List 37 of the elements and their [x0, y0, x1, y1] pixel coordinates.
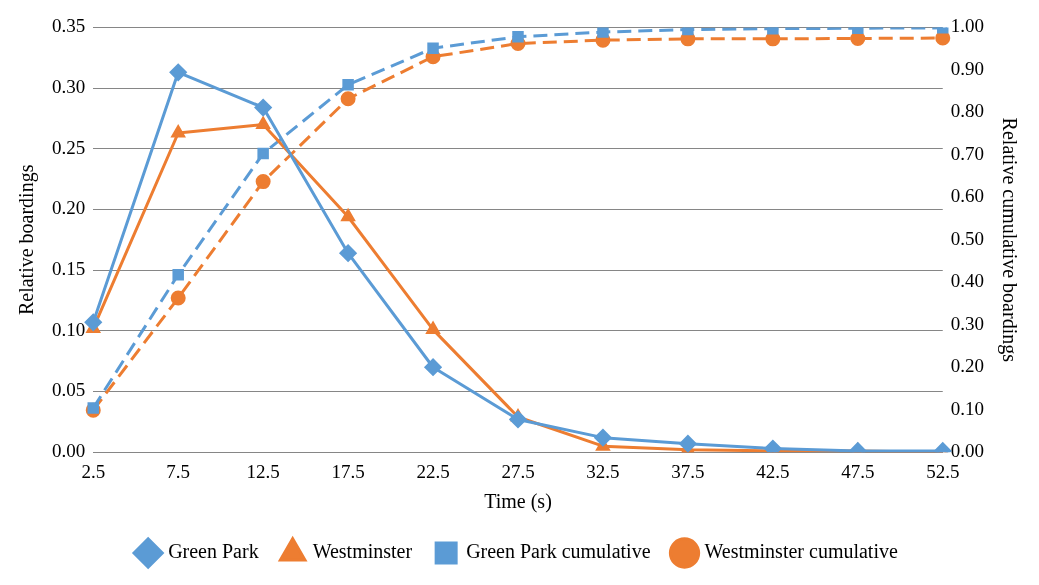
x-tick-label: 17.5: [331, 460, 365, 482]
x-tick-label: 2.5: [81, 460, 106, 482]
y2-tick-label: 0.50: [950, 227, 984, 249]
y-tick-label: 0.00: [52, 440, 86, 462]
x-tick-label: 52.5: [926, 460, 960, 482]
y-tick-label: 0.10: [52, 318, 86, 340]
legend-label: Westminster: [312, 540, 413, 563]
y-tick-label: 0.35: [52, 15, 86, 37]
y2-axis-title: Relative cumulative boardings: [997, 117, 1021, 363]
y2-tick-label: 0.10: [950, 397, 984, 419]
x-tick-label: 22.5: [416, 460, 450, 482]
y2-tick-label: 0.30: [950, 312, 984, 334]
y2-tick-label: 0.70: [950, 142, 984, 164]
x-tick-label: 37.5: [671, 460, 705, 482]
y-axis-title: Relative boardings: [15, 164, 39, 316]
x-tick-label: 32.5: [586, 460, 620, 482]
legend-label: Green Park: [168, 540, 259, 563]
x-tick-label: 47.5: [841, 460, 875, 482]
legend-label: Westminster cumulative: [704, 540, 898, 563]
x-tick-label: 42.5: [756, 460, 790, 482]
y-tick-label: 0.20: [52, 197, 86, 219]
y2-tick-label: 0.80: [950, 100, 984, 122]
y2-tick-label: 0.40: [950, 270, 984, 292]
x-tick-label: 27.5: [501, 460, 535, 482]
y2-tick-label: 0.90: [950, 57, 984, 79]
y2-tick-label: 1.00: [950, 15, 984, 37]
y2-tick-label: 0.00: [950, 440, 984, 462]
legend-label: Green Park cumulative: [466, 540, 651, 563]
x-tick-label: 7.5: [166, 460, 191, 482]
y-tick-label: 0.30: [52, 76, 86, 98]
y2-tick-label: 0.20: [950, 355, 984, 377]
x-tick-label: 12.5: [246, 460, 280, 482]
y-tick-label: 0.05: [52, 379, 86, 401]
y2-tick-label: 0.60: [950, 185, 984, 207]
y-tick-label: 0.25: [52, 136, 86, 158]
y-tick-label: 0.15: [52, 258, 86, 280]
x-axis-title: Time (s): [484, 490, 552, 514]
